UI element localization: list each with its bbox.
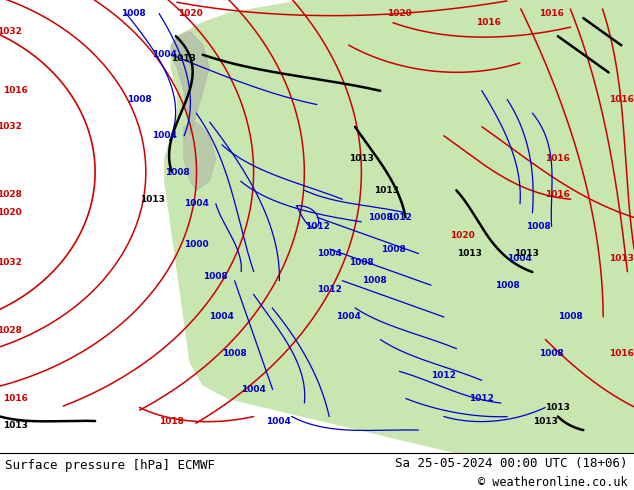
Text: 1016: 1016 — [545, 190, 571, 199]
Text: 1028: 1028 — [0, 326, 22, 335]
Text: 1008: 1008 — [349, 258, 374, 267]
Text: 1013: 1013 — [3, 421, 29, 430]
Text: 1020: 1020 — [387, 9, 412, 18]
Text: Surface pressure [hPa] ECMWF: Surface pressure [hPa] ECMWF — [5, 459, 215, 472]
Text: 1013: 1013 — [374, 186, 399, 195]
Text: 1016: 1016 — [3, 394, 29, 403]
Text: 1020: 1020 — [450, 231, 476, 240]
Text: 1020: 1020 — [0, 208, 22, 217]
Text: 1008: 1008 — [495, 281, 520, 290]
Text: 1013: 1013 — [139, 195, 165, 204]
Text: 1004: 1004 — [152, 131, 178, 140]
Text: 1016: 1016 — [609, 95, 634, 104]
Text: 1000: 1000 — [184, 240, 209, 249]
Polygon shape — [165, 0, 634, 453]
Text: 1004: 1004 — [507, 253, 533, 263]
Text: © weatheronline.co.uk: © weatheronline.co.uk — [478, 476, 628, 489]
Text: 1013: 1013 — [171, 54, 197, 63]
Polygon shape — [171, 32, 209, 136]
Text: 1012: 1012 — [387, 213, 412, 222]
Text: 1016: 1016 — [545, 154, 571, 163]
Text: 1013: 1013 — [456, 249, 482, 258]
Text: 1008: 1008 — [539, 349, 564, 358]
Text: 1020: 1020 — [178, 9, 203, 18]
Text: 1004: 1004 — [241, 385, 266, 394]
Text: 1008: 1008 — [120, 9, 146, 18]
Text: 1018: 1018 — [158, 416, 184, 426]
Text: 1004: 1004 — [317, 249, 342, 258]
Text: 1013: 1013 — [609, 253, 634, 263]
Text: 1008: 1008 — [380, 245, 406, 253]
Text: 1008: 1008 — [203, 271, 228, 281]
Text: 1008: 1008 — [558, 313, 583, 321]
Text: 1008: 1008 — [127, 95, 152, 104]
Text: 1008: 1008 — [361, 276, 387, 285]
Text: 1016: 1016 — [609, 349, 634, 358]
Text: 1013: 1013 — [533, 416, 558, 426]
Polygon shape — [184, 122, 216, 190]
Text: 1008: 1008 — [165, 168, 190, 176]
Text: 1004: 1004 — [336, 313, 361, 321]
Text: 1013: 1013 — [514, 249, 539, 258]
Text: 1016: 1016 — [539, 9, 564, 18]
Text: Sa 25-05-2024 00:00 UTC (18+06): Sa 25-05-2024 00:00 UTC (18+06) — [395, 458, 628, 470]
Text: 1012: 1012 — [317, 285, 342, 294]
Text: 1032: 1032 — [0, 27, 22, 36]
Text: 1004: 1004 — [266, 416, 292, 426]
Text: 1004: 1004 — [184, 199, 209, 208]
Text: 1032: 1032 — [0, 122, 22, 131]
Text: 1016: 1016 — [3, 86, 29, 95]
Text: 1012: 1012 — [431, 371, 456, 380]
Text: 1008: 1008 — [526, 222, 552, 231]
Text: 1008: 1008 — [222, 349, 247, 358]
Text: 1028: 1028 — [0, 190, 22, 199]
Text: 1016: 1016 — [476, 18, 501, 27]
Text: 1032: 1032 — [0, 258, 22, 267]
Text: 1008: 1008 — [368, 213, 393, 222]
Text: 1004: 1004 — [152, 50, 178, 59]
Text: 1013: 1013 — [545, 403, 571, 412]
Text: 1012: 1012 — [469, 394, 495, 403]
Text: 1004: 1004 — [209, 313, 235, 321]
Text: 1012: 1012 — [304, 222, 330, 231]
Text: 1013: 1013 — [349, 154, 374, 163]
